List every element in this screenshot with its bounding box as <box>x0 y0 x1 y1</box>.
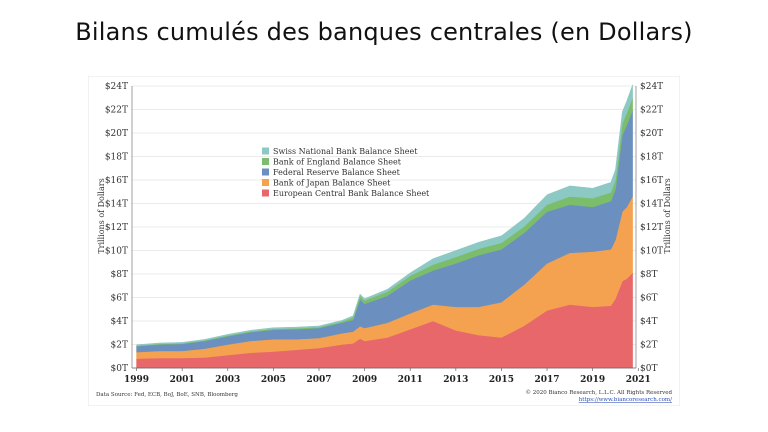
x-tick-label: 2007 <box>306 375 331 385</box>
y-tick-label-right: $10T <box>640 247 663 257</box>
y-tick-label-right: $2T <box>640 341 657 351</box>
x-tick-label: 2001 <box>170 375 195 385</box>
source-url-link[interactable]: https://www.biancoresearch.com/ <box>579 397 672 403</box>
legend-label: Swiss National Bank Balance Sheet <box>273 147 418 156</box>
x-tick-label: 2021 <box>626 375 651 385</box>
data-source-note: Data Source: Fed, ECB, BoJ, BoE, SNB, Bl… <box>96 392 238 398</box>
y-tick-label-left: $12T <box>105 223 128 233</box>
y-tick-label-left: $20T <box>105 129 128 139</box>
y-tick-label-left: $6T <box>111 294 128 304</box>
x-tick-label: 2013 <box>443 375 468 385</box>
left-axis-title: Trillions of Dollars <box>97 178 106 253</box>
y-tick-label-right: $8T <box>640 270 657 280</box>
y-tick-label-left: $10T <box>105 247 128 257</box>
legend-swatch <box>262 189 269 197</box>
legend-label: Bank of Japan Balance Sheet <box>273 179 391 188</box>
y-tick-label-left: $2T <box>111 341 128 351</box>
y-tick-label-left: $4T <box>111 317 128 327</box>
slide-title: Bilans cumulés des banques centrales (en… <box>75 18 693 46</box>
y-tick-label-left: $22T <box>105 106 128 116</box>
y-tick-label-right: $12T <box>640 223 663 233</box>
y-tick-label-right: $14T <box>640 200 663 210</box>
legend-label: Bank of England Balance Sheet <box>273 158 402 167</box>
x-tick-label: 2011 <box>398 375 423 385</box>
stacked-area-chart: $0T $2T $4T $6T $8T $10T $12T $14T $16T $18T $20T $… <box>88 76 680 406</box>
x-tick-label: 2019 <box>580 375 605 385</box>
x-tick-label: 2015 <box>489 375 514 385</box>
y-tick-label-right: $20T <box>640 129 663 139</box>
legend-label: Federal Reserve Balance Sheet <box>273 168 401 177</box>
x-tick-label: 1999 <box>124 375 149 385</box>
y-tick-label-left: $8T <box>111 270 128 280</box>
y-tick-label-right: $18T <box>640 153 663 163</box>
legend-swatch <box>262 158 269 165</box>
right-y-tick-labels: $0T $2T $4T $6T $8T $10T $12T $14T $16T $18T $20T $… <box>640 82 663 374</box>
x-tick-label: 2003 <box>215 375 240 385</box>
x-tick-labels: 1999 2001 2003 2005 2007 2009 2011 2013 2015 2017… <box>124 368 651 385</box>
left-y-tick-labels: $0T $2T $4T $6T $8T $10T $12T $14T $16T $18T $20T $… <box>105 82 128 374</box>
right-axis-title: Trillions of Dollars <box>663 178 672 253</box>
y-tick-label-right: $16T <box>640 176 663 186</box>
legend-swatch <box>262 168 269 176</box>
copyright-note: © 2020 Bianco Research, L.L.C. All Right… <box>525 389 672 396</box>
x-tick-label: 2017 <box>535 375 560 385</box>
y-tick-label-right: $6T <box>640 294 657 304</box>
y-tick-label-right: $4T <box>640 317 657 327</box>
y-tick-label-left: $16T <box>105 176 128 186</box>
y-tick-label-right: $0T <box>640 364 657 374</box>
y-tick-label-left: $24T <box>105 82 128 92</box>
x-tick-label: 2005 <box>261 375 286 385</box>
legend-swatch <box>262 179 269 186</box>
series-areas <box>136 84 633 369</box>
y-tick-label-right: $22T <box>640 106 663 116</box>
area-swiss-national-bank-balance-sheet <box>136 84 633 346</box>
chart-container: $0T $2T $4T $6T $8T $10T $12T $14T $16T $18T $20T $… <box>88 76 680 406</box>
y-tick-label-left: $14T <box>105 200 128 210</box>
y-tick-label-left: $0T <box>111 364 128 374</box>
legend: Swiss National Bank Balance Sheet Bank of… <box>262 147 430 198</box>
x-tick-label: 2009 <box>352 375 377 385</box>
legend-label: European Central Bank Balance Sheet <box>273 189 430 198</box>
y-tick-label-right: $24T <box>640 82 663 92</box>
y-tick-label-left: $18T <box>105 153 128 163</box>
legend-swatch <box>262 147 269 155</box>
